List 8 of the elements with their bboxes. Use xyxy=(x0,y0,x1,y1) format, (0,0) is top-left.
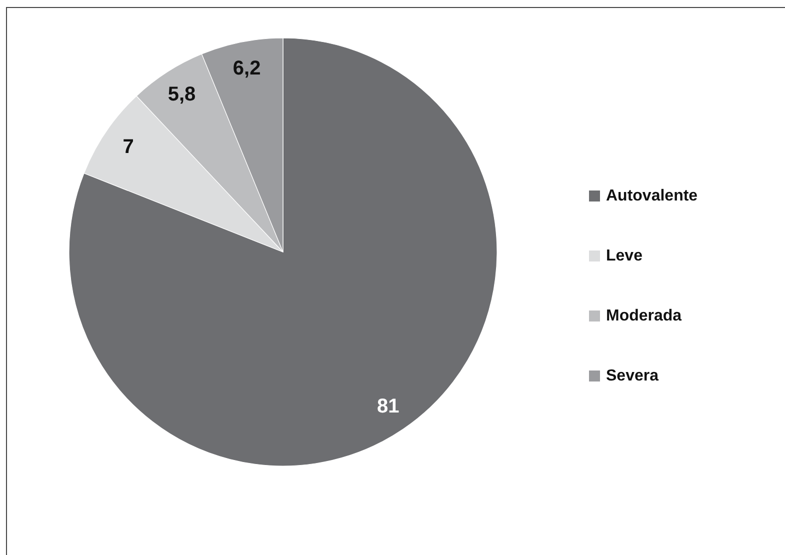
data-label: 7 xyxy=(122,136,134,158)
legend-label: Severa xyxy=(606,368,659,384)
data-label: 81 xyxy=(377,396,400,418)
legend-label: Autovalente xyxy=(606,188,698,204)
legend-label: Moderada xyxy=(606,308,682,324)
data-label: 5,8 xyxy=(168,84,196,106)
data-label: 6,2 xyxy=(232,57,261,80)
legend-label: Leve xyxy=(606,248,643,264)
